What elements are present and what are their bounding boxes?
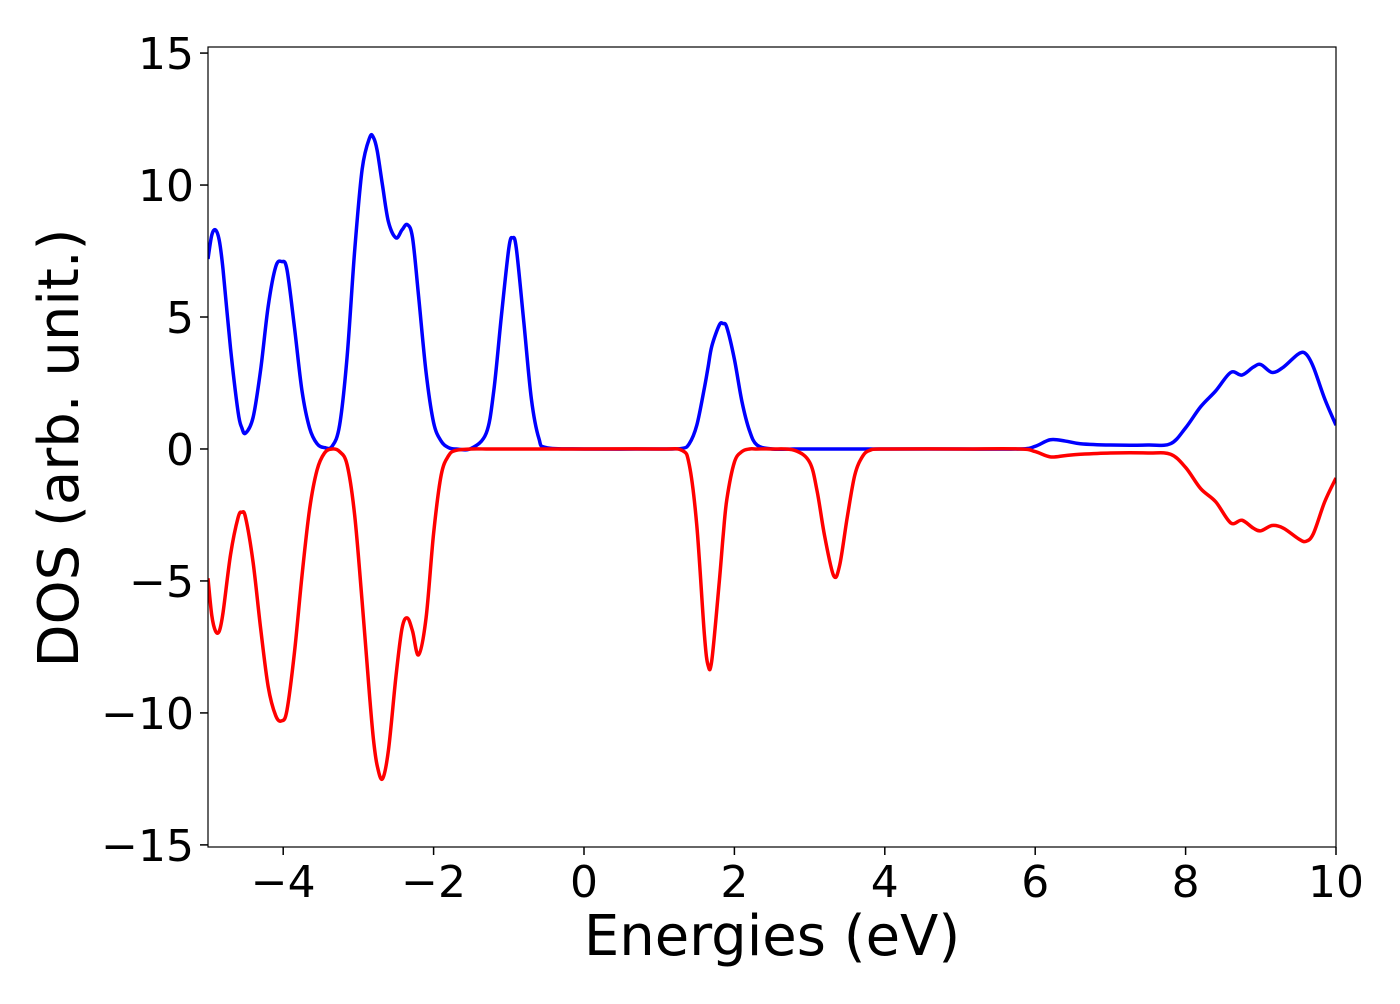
- x-tick-label: 4: [871, 857, 899, 908]
- y-tick-label: 15: [138, 29, 194, 80]
- y-tick-label: 0: [166, 425, 194, 476]
- x-tick-label: 2: [720, 857, 748, 908]
- line-series: [208, 446, 1336, 782]
- x-tick-label: 10: [1308, 857, 1364, 908]
- x-tick-label: 6: [1021, 857, 1049, 908]
- y-tick-label: −5: [129, 557, 194, 608]
- y-tick-label: 5: [166, 293, 194, 344]
- x-tick-label: −2: [401, 857, 466, 908]
- x-tick-label: −4: [251, 857, 316, 908]
- y-tick-label: −10: [101, 689, 194, 740]
- y-axis-label: DOS (arb. unit.): [27, 228, 92, 667]
- line-series: [208, 132, 1336, 452]
- x-tick-label: 0: [570, 857, 598, 908]
- y-tick-label: −15: [101, 821, 194, 872]
- x-axis-label: Energies (eV): [584, 904, 960, 969]
- x-tick-label: 8: [1172, 857, 1200, 908]
- plot-frame: [207, 46, 1337, 848]
- y-tick-label: 10: [138, 161, 194, 212]
